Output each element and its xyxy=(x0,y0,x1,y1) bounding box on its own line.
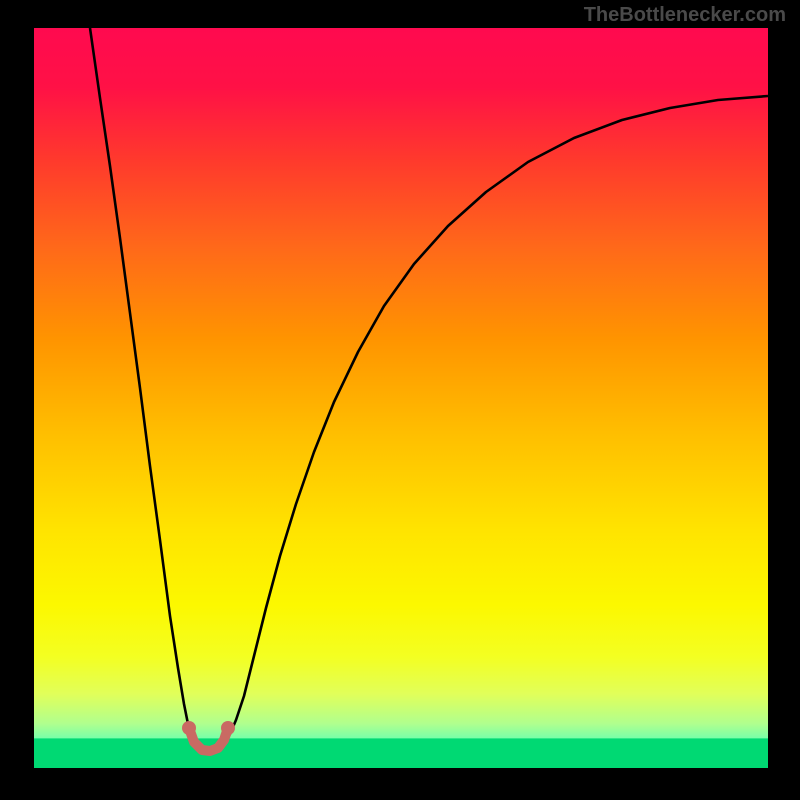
green-band xyxy=(34,738,768,768)
chart-area xyxy=(34,28,768,768)
chart-background xyxy=(34,28,768,768)
valley-marker-start xyxy=(182,721,196,735)
watermark-text: TheBottlenecker.com xyxy=(584,4,786,27)
valley-marker-end xyxy=(221,721,235,735)
chart-svg xyxy=(34,28,768,768)
